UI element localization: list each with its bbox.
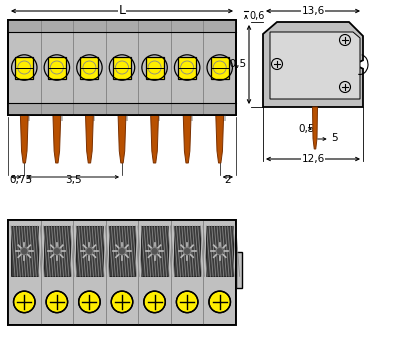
Polygon shape — [53, 115, 61, 163]
Text: 3,5: 3,5 — [65, 175, 82, 185]
Bar — [204, 220, 236, 325]
Text: 0,75: 0,75 — [9, 175, 32, 185]
Circle shape — [118, 247, 126, 255]
Bar — [141, 226, 168, 276]
Circle shape — [53, 247, 60, 255]
Text: 0,6: 0,6 — [249, 11, 264, 21]
Circle shape — [111, 291, 133, 313]
Bar — [146, 56, 164, 79]
Bar — [106, 220, 138, 325]
Bar — [138, 220, 171, 325]
Polygon shape — [151, 115, 158, 163]
Circle shape — [46, 291, 68, 313]
Circle shape — [14, 291, 35, 313]
Bar — [174, 226, 200, 276]
Bar — [8, 20, 236, 32]
Bar — [8, 220, 236, 325]
Polygon shape — [183, 115, 191, 163]
Bar — [48, 56, 66, 79]
Circle shape — [86, 247, 93, 255]
Bar — [22, 115, 30, 121]
Bar — [88, 115, 95, 121]
Bar — [109, 226, 135, 276]
Bar — [218, 115, 226, 121]
Circle shape — [79, 291, 100, 313]
Bar — [8, 20, 236, 115]
Bar — [236, 252, 242, 288]
Text: L: L — [118, 4, 126, 18]
Bar — [113, 56, 131, 79]
Bar — [8, 20, 236, 115]
Bar — [44, 226, 70, 276]
Bar — [211, 56, 229, 79]
Bar — [153, 115, 160, 121]
Bar — [73, 220, 106, 325]
Text: 0,5: 0,5 — [298, 124, 314, 134]
Bar — [55, 115, 63, 121]
Text: 5: 5 — [332, 133, 338, 143]
Bar — [178, 56, 196, 79]
Bar — [80, 56, 98, 79]
Bar — [8, 103, 236, 115]
Polygon shape — [118, 115, 126, 163]
Polygon shape — [312, 107, 318, 149]
Circle shape — [20, 247, 28, 255]
Polygon shape — [216, 115, 224, 163]
Text: 2: 2 — [224, 175, 231, 185]
Circle shape — [216, 247, 224, 255]
Text: 13,6: 13,6 — [301, 6, 325, 16]
Polygon shape — [270, 32, 360, 99]
Bar — [185, 115, 193, 121]
Polygon shape — [263, 22, 363, 107]
Bar — [76, 226, 103, 276]
Circle shape — [209, 291, 230, 313]
Bar — [11, 226, 38, 276]
Circle shape — [151, 247, 158, 255]
Polygon shape — [20, 115, 28, 163]
Bar — [40, 220, 73, 325]
Polygon shape — [86, 115, 93, 163]
Bar — [15, 56, 33, 79]
Text: 10,5: 10,5 — [224, 60, 247, 70]
Circle shape — [184, 247, 191, 255]
Circle shape — [176, 291, 198, 313]
Text: 12,6: 12,6 — [301, 154, 325, 164]
Bar — [206, 226, 233, 276]
Bar — [8, 220, 236, 325]
Circle shape — [144, 291, 165, 313]
Bar — [120, 115, 128, 121]
Bar — [171, 220, 204, 325]
Bar — [8, 220, 40, 325]
